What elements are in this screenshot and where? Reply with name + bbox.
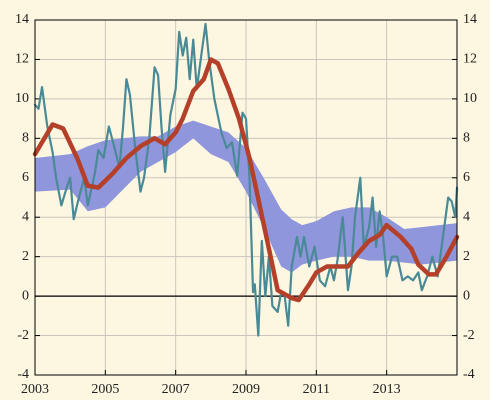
y2-tick-label: 4 [463,209,470,224]
y2-tick-label: 14 [463,12,477,27]
x-tick-label: 2011 [303,382,330,397]
x-tick-label: 2003 [21,382,49,397]
y-tick-label: 0 [22,288,29,303]
y-tick-label: 14 [15,12,29,27]
y-tick-label: 2 [22,249,29,264]
y-tick-label: 8 [22,131,29,146]
y2-tick-label: -2 [463,328,475,343]
band [35,120,457,273]
y-tick-label: 4 [22,209,29,224]
y2-tick-label: -4 [463,367,475,382]
y2-tick-label: 12 [463,52,477,67]
y2-tick-label: 8 [463,131,470,146]
x-tick-label: 2007 [162,382,190,397]
y-tick-label: -2 [17,328,29,343]
y-tick-label: 6 [22,170,29,185]
x-tick-label: 2005 [91,382,119,397]
y2-tick-label: 10 [463,91,477,106]
plot-border [34,19,458,376]
y-tick-label: 10 [15,91,29,106]
line [32,57,460,303]
y2-tick-label: 6 [463,170,470,185]
x-tick-label: 2013 [373,382,401,397]
y2-tick-label: 0 [463,288,470,303]
y-tick-label: -4 [17,367,29,382]
x-tick-label: 2009 [232,382,260,397]
y-tick-label: 12 [15,52,29,67]
y2-tick-label: 2 [463,249,470,264]
